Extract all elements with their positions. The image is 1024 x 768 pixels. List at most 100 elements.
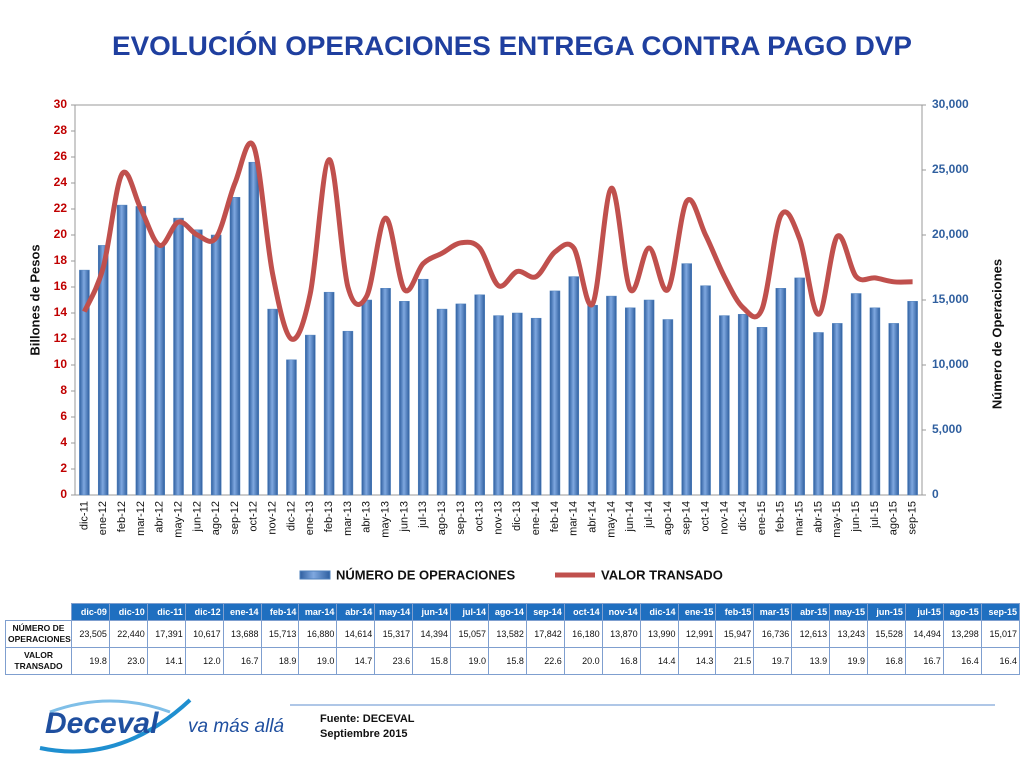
- column-header: ago-15: [942, 603, 982, 621]
- x-tick-label: dic-13: [511, 501, 523, 531]
- table-cell: 19.8: [71, 647, 110, 675]
- y2-tick-label: 10,000: [932, 357, 969, 371]
- x-tick-label: feb-15: [775, 501, 787, 532]
- logo-swoosh: [39, 698, 192, 754]
- column-header: dic-11: [146, 603, 186, 621]
- bar: [587, 304, 598, 496]
- column-header: abr-14: [336, 603, 376, 621]
- bar: [436, 308, 448, 496]
- y2-tick-label: 30,000: [932, 97, 969, 111]
- column-header: dic-10: [108, 603, 148, 621]
- x-tick-label: oct-13: [474, 501, 486, 532]
- column-header: nov-14: [601, 603, 641, 621]
- bar: [361, 299, 372, 496]
- column-header: feb-15: [715, 603, 755, 621]
- table-cell: 16,180: [563, 620, 603, 648]
- x-tick-label: dic-14: [737, 501, 749, 531]
- bar: [775, 288, 787, 496]
- x-tick-label: ene-12: [97, 501, 109, 535]
- bar: [737, 314, 749, 496]
- column-header: jul-14: [450, 603, 489, 621]
- y2-tick-label: 25,000: [932, 162, 969, 176]
- x-tick-label: ene-15: [756, 501, 768, 535]
- bar: [907, 301, 918, 496]
- column-header: oct-14: [563, 603, 603, 621]
- table-cell: 14.3: [677, 647, 717, 675]
- corner-cell: [5, 603, 72, 621]
- x-tick-label: oct-12: [248, 501, 260, 532]
- table-cell: 13,243: [829, 620, 869, 648]
- bar: [323, 291, 335, 496]
- bar: [79, 269, 90, 496]
- column-header: sep-14: [525, 603, 565, 621]
- table-cell: 18.9: [260, 647, 300, 675]
- column-header: ene-14: [222, 603, 262, 621]
- table-cell: 15,057: [450, 620, 489, 648]
- bar: [474, 294, 485, 496]
- x-tick-label: jul-14: [643, 501, 655, 529]
- table-cell: 16.7: [904, 647, 944, 675]
- table-cell: 16,736: [753, 620, 793, 648]
- bar: [154, 243, 165, 496]
- bar: [568, 276, 580, 496]
- y-tick-label: 6: [60, 409, 67, 423]
- legend-label: VALOR TRANSADO: [601, 567, 723, 582]
- table-cell: 20.0: [563, 647, 603, 675]
- y-tick-label: 12: [54, 331, 68, 345]
- x-tick-label: ene-14: [530, 501, 542, 535]
- column-header: feb-14: [260, 603, 300, 621]
- table-cell: 14,394: [412, 620, 452, 648]
- x-tick-label: sep-14: [681, 501, 693, 535]
- table-cell: 17,391: [146, 620, 186, 648]
- bar: [399, 301, 410, 496]
- bar: [606, 295, 617, 496]
- table-cell: 10,617: [184, 620, 224, 648]
- y-tick-label: 28: [54, 123, 68, 137]
- table-cell: 16.7: [222, 647, 262, 675]
- column-header: mar-15: [753, 603, 793, 621]
- bar: [832, 323, 843, 496]
- table-cell: 19.0: [298, 647, 338, 675]
- y-tick-label: 2: [60, 461, 67, 475]
- y-tick-label: 0: [60, 487, 67, 501]
- y-axis-title: Billones de Pesos: [27, 244, 42, 355]
- table-cell: 16.4: [980, 647, 1021, 675]
- bar: [625, 307, 636, 496]
- bar: [493, 315, 504, 496]
- x-tick-label: dic-12: [285, 501, 297, 531]
- table-cell: 13,688: [222, 620, 262, 648]
- x-tick-label: jun-13: [398, 501, 410, 533]
- x-tick-label: may-14: [605, 501, 617, 538]
- y-tick-label: 22: [54, 201, 68, 215]
- bar: [305, 334, 316, 496]
- x-tick-label: nov-13: [492, 501, 504, 535]
- y-tick-label: 8: [60, 383, 67, 397]
- x-tick-label: feb-13: [323, 501, 335, 532]
- bar: [286, 359, 297, 496]
- table-cell: 13.9: [791, 647, 831, 675]
- table-cell: 12,613: [791, 620, 831, 648]
- footer-date: Septiembre 2015: [320, 728, 407, 740]
- table-cell: 14,614: [336, 620, 376, 648]
- x-tick-label: jun-15: [850, 501, 862, 533]
- x-tick-label: nov-12: [267, 501, 279, 535]
- footer-source: Fuente: DECEVAL: [320, 713, 415, 725]
- column-header: abr-15: [791, 603, 831, 621]
- bar: [681, 263, 692, 496]
- legend-swatch: [299, 570, 331, 580]
- column-header: dic-14: [639, 603, 679, 621]
- x-tick-label: abr-12: [154, 501, 166, 533]
- bar: [173, 217, 184, 496]
- column-header: jun-14: [412, 603, 452, 621]
- x-tick-label: mar-15: [794, 501, 806, 536]
- bar: [700, 285, 711, 496]
- bar: [549, 290, 561, 496]
- table-cell: 19.0: [450, 647, 489, 675]
- bar: [455, 303, 467, 496]
- x-tick-label: mar-14: [568, 501, 580, 536]
- y-tick-label: 30: [54, 97, 68, 111]
- bar: [813, 332, 824, 496]
- bar: [116, 204, 128, 496]
- table-cell: 14,494: [904, 620, 944, 648]
